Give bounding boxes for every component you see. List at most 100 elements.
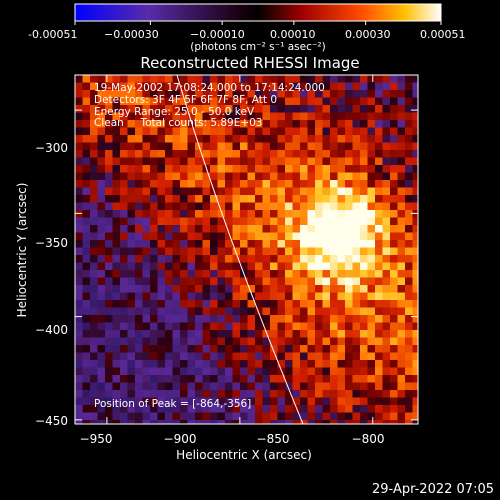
heatmap-cell <box>247 90 256 99</box>
heatmap-cell <box>270 225 279 234</box>
heatmap-cell <box>412 202 418 211</box>
heatmap-cell <box>345 300 354 309</box>
heatmap-cell <box>352 315 361 324</box>
heatmap-cell <box>217 210 226 219</box>
heatmap-cell <box>142 202 151 211</box>
heatmap-cell <box>352 300 361 309</box>
heatmap-cell <box>240 255 249 264</box>
heatmap-cell <box>330 105 339 114</box>
heatmap-cell <box>375 360 384 369</box>
heatmap-cell <box>277 390 286 399</box>
heatmap-cell <box>210 135 219 144</box>
heatmap-cell <box>172 375 181 384</box>
heatmap-cell <box>142 382 151 391</box>
heatmap-cell <box>412 285 418 294</box>
heatmap-cell <box>292 390 301 399</box>
y-axis-ticks <box>75 109 418 421</box>
heatmap-cell <box>352 217 361 226</box>
heatmap-cell <box>217 285 226 294</box>
heatmap-cell <box>105 337 114 346</box>
heatmap-cell <box>375 277 384 286</box>
heatmap-cell <box>255 255 264 264</box>
heatmap-cell <box>330 180 339 189</box>
heatmap-cell <box>330 390 339 399</box>
heatmap-cell <box>210 330 219 339</box>
heatmap-cell <box>82 150 91 159</box>
heatmap-cell <box>127 375 136 384</box>
heatmap-cell <box>210 97 219 106</box>
heatmap-cell <box>157 247 166 256</box>
heatmap-cell <box>292 225 301 234</box>
heatmap-cell <box>225 232 234 241</box>
heatmap-cell <box>300 120 309 129</box>
heatmap-cell <box>232 352 241 361</box>
heatmap-cell <box>255 270 264 279</box>
heatmap-cell <box>345 262 354 271</box>
heatmap-cell <box>307 397 316 406</box>
heatmap-cell <box>352 255 361 264</box>
heatmap-cell <box>277 165 286 174</box>
heatmap-cell <box>105 240 114 249</box>
heatmap-cell <box>397 397 406 406</box>
heatmap-cell <box>232 315 241 324</box>
heatmap-cell <box>172 390 181 399</box>
heatmap-cell <box>390 345 399 354</box>
heatmap-cell <box>90 277 99 286</box>
heatmap-cell <box>352 262 361 271</box>
heatmap-cell <box>172 90 181 99</box>
heatmap-cell <box>217 112 226 121</box>
heatmap-cell <box>112 255 121 264</box>
heatmap-cell <box>262 165 271 174</box>
heatmap-cell <box>330 157 339 166</box>
heatmap-cell <box>180 120 189 129</box>
heatmap-cell <box>390 210 399 219</box>
heatmap-cell <box>345 187 354 196</box>
heatmap-cell <box>97 225 106 234</box>
heatmap-cell <box>240 330 249 339</box>
heatmap-cell <box>345 352 354 361</box>
heatmap-cell <box>157 120 166 129</box>
heatmap-cell <box>90 255 99 264</box>
heatmap-cell <box>202 195 211 204</box>
heatmap-cell <box>120 157 129 166</box>
heatmap-cell <box>217 202 226 211</box>
heatmap-cell <box>390 150 399 159</box>
heatmap-cell <box>315 247 324 256</box>
heatmap-cell <box>330 300 339 309</box>
heatmap-cell <box>75 75 84 84</box>
heatmap-cell <box>127 217 136 226</box>
heatmap-cell <box>375 247 384 256</box>
heatmap-cell <box>262 240 271 249</box>
heatmap-cell <box>202 375 211 384</box>
heatmap-cell <box>90 82 99 91</box>
heatmap-cell <box>315 255 324 264</box>
heatmap-cell <box>150 195 159 204</box>
heatmap-cell <box>82 352 91 361</box>
heatmap-cell <box>195 75 204 84</box>
heatmap-cell <box>180 285 189 294</box>
heatmap-cell <box>330 292 339 301</box>
heatmap-cell <box>97 330 106 339</box>
heatmap-cell <box>127 307 136 316</box>
heatmap-cell <box>337 105 346 114</box>
heatmap-cell <box>390 285 399 294</box>
heatmap-cell <box>412 105 418 114</box>
heatmap-cell <box>412 300 418 309</box>
heatmap-cell <box>315 90 324 99</box>
y-tick-label-1: −350 <box>35 236 68 250</box>
heatmap-cell <box>135 292 144 301</box>
heatmap-cell <box>112 390 121 399</box>
heatmap-cell <box>277 322 286 331</box>
heatmap-cell <box>180 270 189 279</box>
heatmap-cell <box>90 247 99 256</box>
heatmap-cell <box>315 82 324 91</box>
heatmap-cell <box>360 180 369 189</box>
heatmap-cell <box>285 150 294 159</box>
heatmap-cell <box>247 375 256 384</box>
heatmap-cell <box>112 307 121 316</box>
heatmap-cell <box>210 232 219 241</box>
heatmap-cell <box>150 345 159 354</box>
heatmap-cell <box>367 360 376 369</box>
heatmap-cell <box>225 420 234 424</box>
heatmap-cell <box>172 285 181 294</box>
